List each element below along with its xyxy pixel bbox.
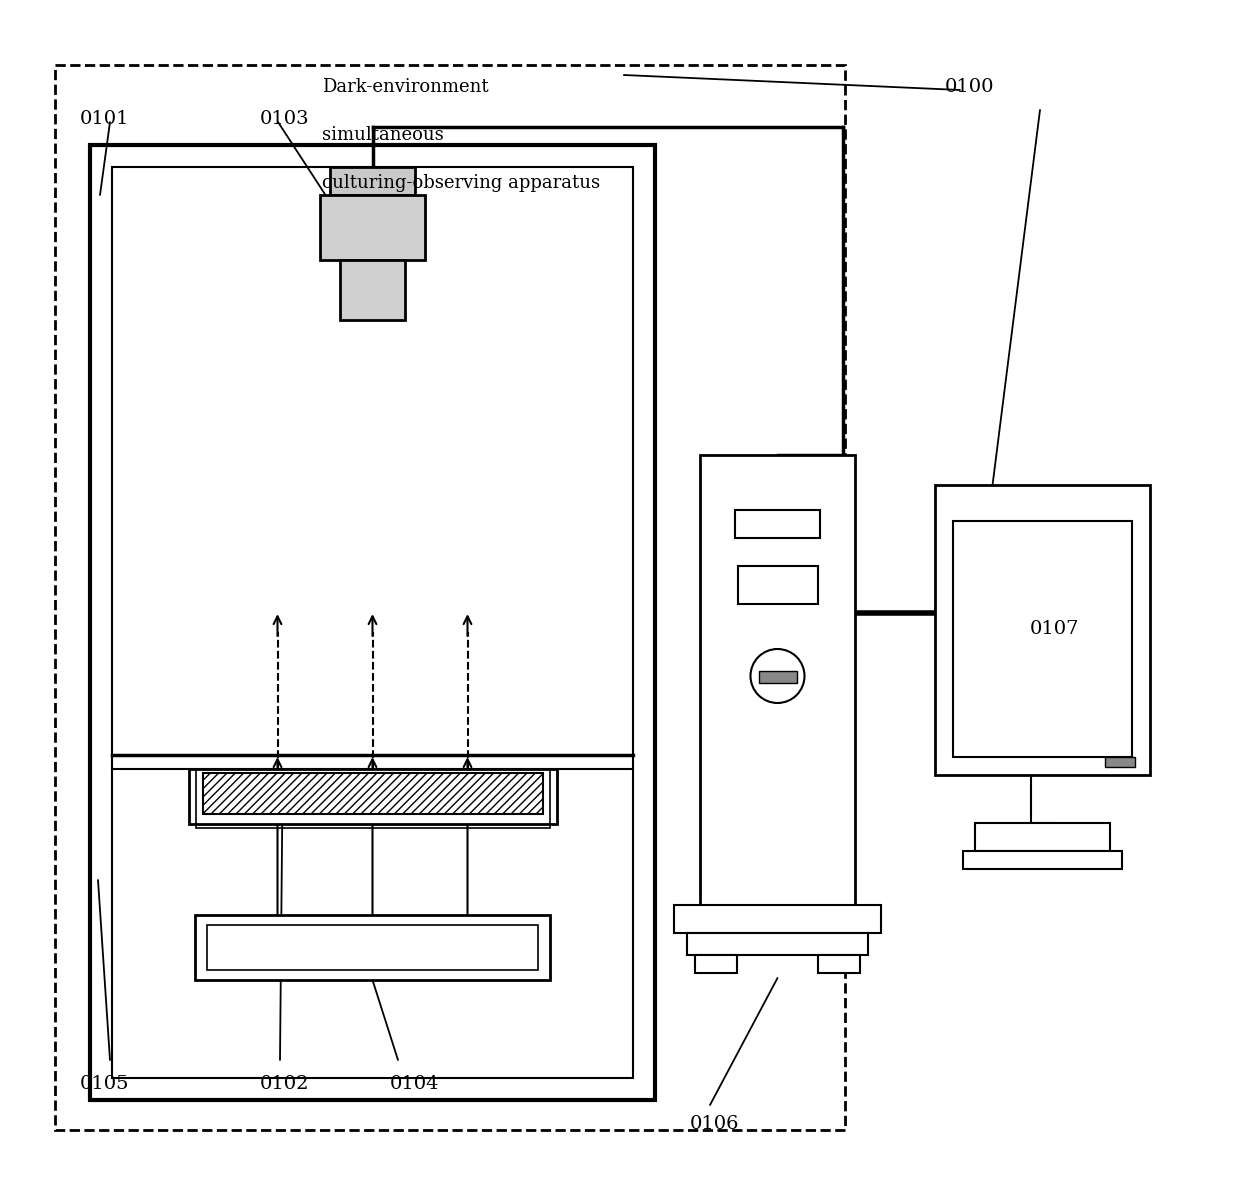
- Text: 0103: 0103: [260, 110, 310, 128]
- Bar: [975, 823, 1110, 851]
- Bar: [675, 905, 880, 933]
- Text: 0107: 0107: [1030, 620, 1080, 638]
- Bar: [735, 510, 820, 538]
- Bar: [330, 167, 415, 195]
- Bar: [701, 455, 856, 905]
- Bar: [963, 851, 1122, 869]
- Bar: [202, 773, 543, 814]
- Bar: [320, 195, 425, 261]
- Text: Dark-environment: Dark-environment: [322, 78, 489, 96]
- Bar: [340, 261, 405, 320]
- Text: 0104: 0104: [391, 1076, 439, 1093]
- Bar: [55, 65, 844, 1130]
- Text: 0101: 0101: [81, 110, 129, 128]
- Bar: [738, 566, 817, 603]
- Bar: [207, 925, 538, 970]
- Text: 0100: 0100: [945, 78, 994, 96]
- Text: culturing-observing apparatus: culturing-observing apparatus: [322, 174, 600, 192]
- Bar: [954, 521, 1132, 756]
- Bar: [91, 145, 655, 1101]
- Text: 0105: 0105: [81, 1076, 129, 1093]
- Bar: [196, 770, 549, 828]
- Bar: [818, 955, 861, 973]
- Text: 0106: 0106: [689, 1115, 739, 1133]
- Bar: [935, 485, 1149, 776]
- Bar: [759, 672, 796, 684]
- Bar: [1105, 756, 1135, 767]
- Bar: [195, 915, 551, 980]
- Text: 0102: 0102: [260, 1076, 310, 1093]
- Text: simultaneous: simultaneous: [322, 125, 444, 145]
- Bar: [112, 167, 632, 1078]
- Bar: [687, 933, 868, 955]
- Bar: [188, 770, 557, 825]
- Bar: [694, 955, 737, 973]
